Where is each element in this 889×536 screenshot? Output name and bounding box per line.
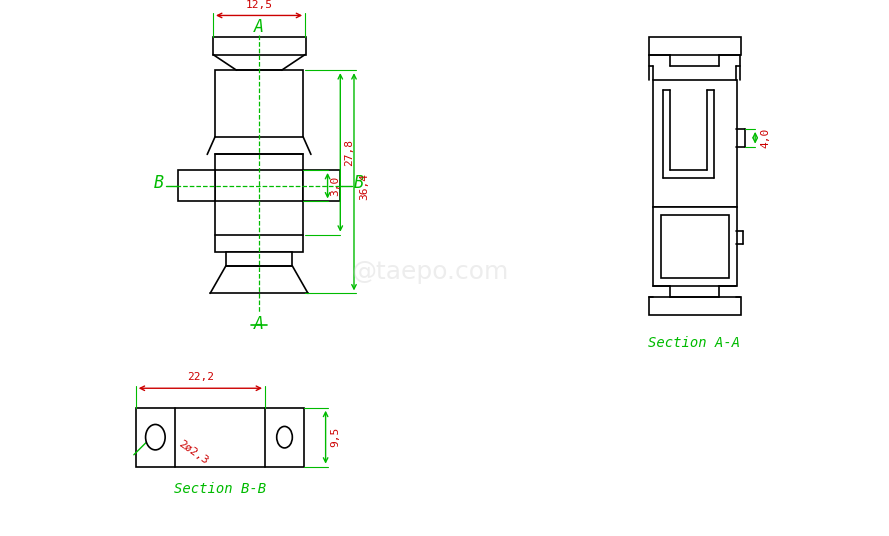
Bar bbox=[661, 215, 729, 278]
Text: 2ø2,3: 2ø2,3 bbox=[177, 439, 211, 467]
Bar bbox=[648, 297, 741, 315]
Text: B: B bbox=[354, 174, 364, 192]
Text: A: A bbox=[254, 315, 264, 333]
Bar bbox=[648, 37, 741, 55]
Ellipse shape bbox=[146, 425, 165, 450]
Text: 3,0: 3,0 bbox=[331, 176, 340, 196]
Text: 27,8: 27,8 bbox=[344, 139, 354, 166]
Bar bbox=[653, 207, 737, 286]
Ellipse shape bbox=[276, 427, 292, 448]
Text: B: B bbox=[154, 174, 164, 192]
Text: @taepo.com: @taepo.com bbox=[352, 260, 509, 284]
Text: Section A-A: Section A-A bbox=[648, 337, 741, 351]
Bar bbox=[213, 37, 306, 55]
Text: 4,0: 4,0 bbox=[760, 128, 770, 148]
Text: 22,2: 22,2 bbox=[187, 373, 214, 382]
Text: 36,4: 36,4 bbox=[359, 173, 369, 200]
Bar bbox=[653, 80, 737, 207]
Bar bbox=[303, 170, 340, 202]
Bar bbox=[215, 70, 303, 137]
Bar bbox=[178, 170, 215, 202]
Bar bbox=[226, 252, 292, 266]
Text: 12,5: 12,5 bbox=[245, 0, 273, 10]
Text: 9,5: 9,5 bbox=[331, 427, 340, 448]
Bar bbox=[215, 154, 303, 252]
Bar bbox=[136, 408, 304, 466]
Text: A: A bbox=[254, 18, 264, 36]
Text: Section B-B: Section B-B bbox=[174, 482, 266, 496]
